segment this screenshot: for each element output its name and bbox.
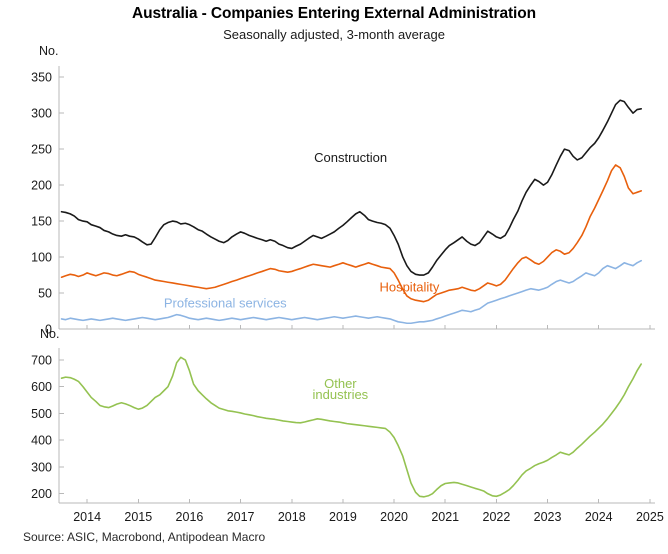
panel-top: 0 50 100 150 200 250 300 350 Construction Hospita… xyxy=(31,66,655,337)
series-annotation-hospitality: Hospitality xyxy=(379,280,439,295)
bottom-panel-unit-label: No. xyxy=(40,327,60,341)
series-annotation-professional-services: Professional services xyxy=(164,295,287,310)
x-tick-label: 2017 xyxy=(227,510,255,524)
y-tick-label-top: 100 xyxy=(31,251,52,265)
y-tick-label-bottom: 700 xyxy=(31,354,52,368)
y-tick-label-bottom: 400 xyxy=(31,434,52,448)
x-tick-label: 2024 xyxy=(585,510,613,524)
x-tick-label: 2022 xyxy=(483,510,511,524)
y-tick-label-top: 200 xyxy=(31,179,52,193)
x-tick-label: 2018 xyxy=(278,510,306,524)
series-annotation-construction: Construction xyxy=(314,150,387,165)
y-tick-label-top: 250 xyxy=(31,143,52,157)
series-line-hospitality xyxy=(60,164,642,303)
series-line-other-industries xyxy=(60,356,642,498)
y-tick-label-bottom: 200 xyxy=(31,487,52,501)
source-note: Source: ASIC, Macrobond, Antipodean Macr… xyxy=(23,530,266,544)
page-title: Australia - Companies Entering External … xyxy=(132,5,536,22)
x-tick-label: 2019 xyxy=(329,510,357,524)
y-tick-label-top: 350 xyxy=(31,71,52,85)
x-tick-label: 2025 xyxy=(636,510,664,524)
y-tick-label-top: 150 xyxy=(31,215,52,229)
y-tick-label-bottom: 600 xyxy=(31,380,52,394)
top-panel-unit-label: No. xyxy=(39,44,59,58)
x-tick-label: 2021 xyxy=(431,510,459,524)
series-line-professional-services xyxy=(60,259,642,325)
series-annotation-other: Other xyxy=(324,376,357,391)
y-tick-label-bottom: 500 xyxy=(31,407,52,421)
y-tick-label-top: 50 xyxy=(38,287,52,301)
y-tick-label-top: 0 xyxy=(45,323,52,337)
x-tick-label: 2014 xyxy=(73,510,101,524)
chart-subtitle: Seasonally adjusted, 3-month average xyxy=(223,27,445,42)
x-tick-label: 2023 xyxy=(534,510,562,524)
series-annotation-industries: industries xyxy=(313,387,369,402)
y-tick-label-top: 300 xyxy=(31,107,52,121)
x-tick-label: 2016 xyxy=(176,510,204,524)
x-tick-label: 2020 xyxy=(380,510,408,524)
y-tick-label-bottom: 300 xyxy=(31,460,52,474)
series-line-construction xyxy=(60,99,642,276)
x-tick-label: 2015 xyxy=(124,510,152,524)
panel-bottom: 200 300 400 500 600 700 2014 2015 2016 2017 2018 20… xyxy=(31,348,664,524)
